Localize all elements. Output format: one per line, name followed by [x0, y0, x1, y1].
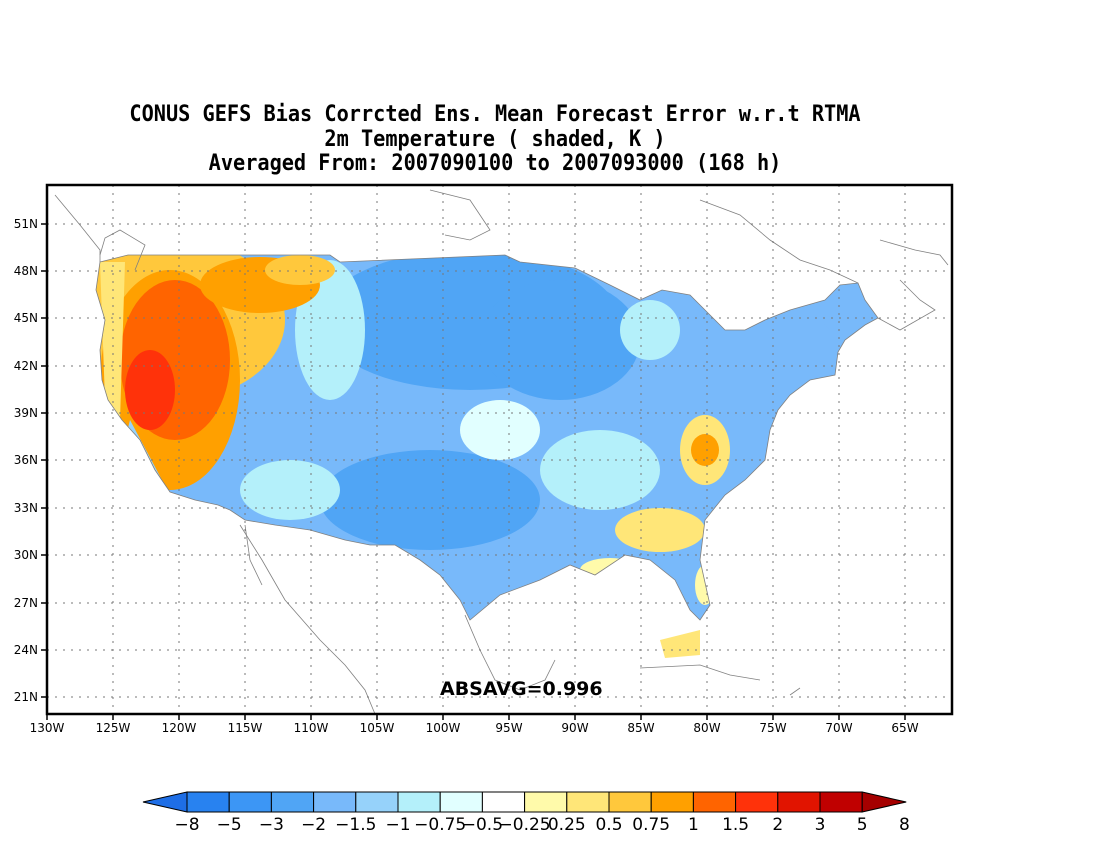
title-line-1: CONUS GEFS Bias Corrcted Ens. Mean Forec… — [129, 102, 861, 127]
colorbar-label: 8 — [899, 815, 910, 835]
lat-label: 45N — [14, 311, 38, 325]
lon-label: 110W — [294, 721, 329, 735]
title-line-2: 2m Temperature ( shaded, K ) — [324, 127, 666, 152]
colorbar-label: 5 — [857, 815, 868, 835]
coastlines — [54, 189, 949, 714]
absavg-stat: ABSAVG=0.996 — [440, 678, 603, 700]
cuba-warm-patch — [660, 630, 700, 658]
colorbar-label: −0.25 — [499, 815, 551, 835]
colorbar-label: −1 — [385, 815, 410, 835]
colorbar-swatch — [355, 791, 399, 813]
colorbar-swatch — [566, 791, 610, 813]
lon-label: 130W — [30, 721, 65, 735]
lon-label: 100W — [426, 721, 461, 735]
colorbar-swatch — [481, 791, 526, 813]
colorbar-swatch — [608, 791, 652, 813]
lat-label: 33N — [14, 501, 38, 515]
graticule — [47, 185, 952, 714]
lon-label: 65W — [891, 721, 918, 735]
colorbar-label: −0.75 — [414, 815, 466, 835]
colorbar-label: −1.5 — [335, 815, 376, 835]
colorbar-arrow-right — [861, 791, 907, 813]
lat-label: 30N — [14, 548, 38, 562]
colorbar-swatch — [313, 791, 357, 813]
lat-label: 51N — [14, 217, 38, 231]
colorbar-swatch — [735, 791, 779, 813]
lat-label: 48N — [14, 264, 38, 278]
lat-label: 27N — [14, 596, 38, 610]
plot-frame — [45, 183, 954, 716]
lon-label: 95W — [495, 721, 522, 735]
lon-label: 90W — [561, 721, 588, 735]
lon-labels: 130W 125W 120W 115W 110W 105W 100W 95W 9… — [30, 721, 919, 735]
lat-label: 39N — [14, 406, 38, 420]
colorbar-swatch — [270, 791, 315, 813]
lon-label: 120W — [162, 721, 197, 735]
lat-label: 24N — [14, 643, 38, 657]
colorbar-swatch — [524, 791, 568, 813]
colorbar-swatch — [186, 791, 230, 813]
colorbar: −8 −5 −3 −2 −1.5 −1 −0.75−0.5−0.250.25 0.5 0.75 1… — [142, 791, 910, 835]
axis-ticks — [41, 223, 906, 720]
colorbar-label: −5 — [217, 815, 242, 835]
colorbar-label: −2 — [301, 815, 326, 835]
colorbar-label: −3 — [259, 815, 284, 835]
colorbar-label: 0.5 — [595, 815, 622, 835]
colorbar-swatch — [819, 791, 863, 813]
lat-label: 36N — [14, 453, 38, 467]
colorbar-label: −0.5 — [462, 815, 503, 835]
lon-label: 75W — [759, 721, 786, 735]
title-line-3: Averaged From: 2007090100 to 2007093000 … — [208, 151, 782, 176]
lat-label: 42N — [14, 359, 38, 373]
colorbar-swatch — [228, 791, 272, 813]
lon-label: 115W — [228, 721, 263, 735]
colorbar-swatch — [439, 791, 483, 813]
lon-label: 70W — [825, 721, 852, 735]
colorbar-label: −8 — [174, 815, 199, 835]
lon-label: 80W — [693, 721, 720, 735]
colorbar-swatch — [650, 791, 694, 813]
lon-label: 85W — [627, 721, 654, 735]
colorbar-swatch — [692, 791, 737, 813]
colorbar-label: 3 — [815, 815, 826, 835]
colorbar-arrow-left — [142, 791, 188, 813]
colorbar-label: 0.75 — [632, 815, 670, 835]
lat-label: 21N — [14, 690, 38, 704]
colorbar-label: 1.5 — [722, 815, 749, 835]
colorbar-swatch — [397, 791, 441, 813]
colorbar-swatch — [777, 791, 821, 813]
lat-labels: 51N 48N 45N 42N 39N 36N 33N 30N 27N 24N … — [14, 217, 38, 704]
colorbar-label: 0.25 — [548, 815, 586, 835]
lon-label: 125W — [96, 721, 131, 735]
colorbar-label: 1 — [688, 815, 699, 835]
lon-label: 105W — [360, 721, 395, 735]
colorbar-label: 2 — [772, 815, 783, 835]
